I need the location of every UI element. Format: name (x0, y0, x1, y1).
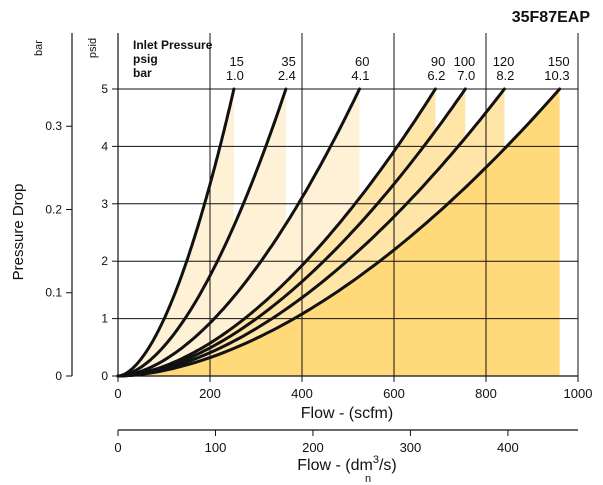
series-bar-label-35: 2.4 (278, 68, 296, 83)
y-tick-label-3: 3 (101, 197, 108, 211)
series-psig-label-120: 120 (493, 54, 515, 69)
y-unit-psid: psid (87, 38, 99, 58)
x2-axis-title-sup: 3 (373, 454, 379, 466)
x2-tick-label-200: 200 (302, 440, 324, 455)
series-bar-label-60: 4.1 (351, 68, 369, 83)
series-psig-label-15: 15 (229, 54, 243, 69)
series-psig-label-60: 60 (355, 54, 369, 69)
series-fill-areas (118, 89, 560, 376)
x2-tick-label-0: 0 (114, 440, 121, 455)
y-tick-label-0: 0 (101, 369, 108, 383)
series-psig-label-90: 90 (431, 54, 445, 69)
series-lines (116, 87, 562, 378)
bar-tick-label-0.1: 0.1 (45, 286, 62, 300)
legend-psig-label: psig (133, 52, 158, 66)
x2-axis-title: Flow - (dm3/s) (297, 454, 396, 474)
x-tick-label-200: 200 (199, 386, 221, 401)
series-line-100psig (116, 87, 467, 378)
x2-axis-title-main: Flow - (dm (297, 457, 373, 474)
fill-area-150psig (118, 89, 560, 376)
chart-title: 35F87EAP (512, 9, 591, 26)
bar-tick-label-0.3: 0.3 (45, 119, 62, 133)
x2-tick-label-100: 100 (205, 440, 227, 455)
x-tick-label-400: 400 (291, 386, 313, 401)
y-unit-bar: bar (33, 40, 45, 56)
y-tick-label-1: 1 (101, 312, 108, 326)
y-tick-label-2: 2 (101, 254, 108, 268)
legend-title: Inlet Pressure (133, 38, 213, 52)
x2-tick-label-400: 400 (497, 440, 519, 455)
x-tick-label-600: 600 (383, 386, 405, 401)
series-bar-label-120: 8.2 (496, 68, 514, 83)
series-line-90psig (116, 87, 437, 378)
series-line-15psig (116, 87, 236, 378)
x2-axis-title-sub: n (365, 473, 371, 485)
y-axis-title: Pressure Drop (10, 184, 27, 281)
x2-tick-label-300: 300 (400, 440, 422, 455)
x-tick-label-1000: 1000 (564, 386, 593, 401)
series-bar-label-100: 7.0 (457, 68, 475, 83)
series-psig-label-150: 150 (548, 54, 570, 69)
x-tick-label-0: 0 (114, 386, 121, 401)
series-bar-label-15: 1.0 (226, 68, 244, 83)
axes: 0 200 400 600 800 1000 0 1 2 3 4 5 0 0.1 0.2 0.3 0 100 200… (45, 33, 592, 455)
series-bar-label-150: 10.3 (544, 68, 569, 83)
series-line-150psig (116, 87, 562, 378)
bar-tick-label-0.2: 0.2 (45, 202, 62, 216)
series-psig-label-35: 35 (281, 54, 295, 69)
series-bar-label-90: 6.2 (427, 68, 445, 83)
x-axis-title: Flow - (scfm) (301, 405, 393, 422)
y-tick-label-4: 4 (101, 139, 108, 153)
y-tick-label-5: 5 (101, 82, 108, 96)
bar-tick-label-0: 0 (55, 369, 62, 383)
series-psig-label-100: 100 (454, 54, 476, 69)
legend-bar-label: bar (133, 66, 152, 80)
series-line-60psig (116, 87, 361, 378)
x-tick-label-800: 800 (475, 386, 497, 401)
series-line-35psig (116, 87, 288, 378)
series-line-120psig (116, 87, 506, 378)
x2-axis-title-end: /s) (379, 457, 397, 474)
